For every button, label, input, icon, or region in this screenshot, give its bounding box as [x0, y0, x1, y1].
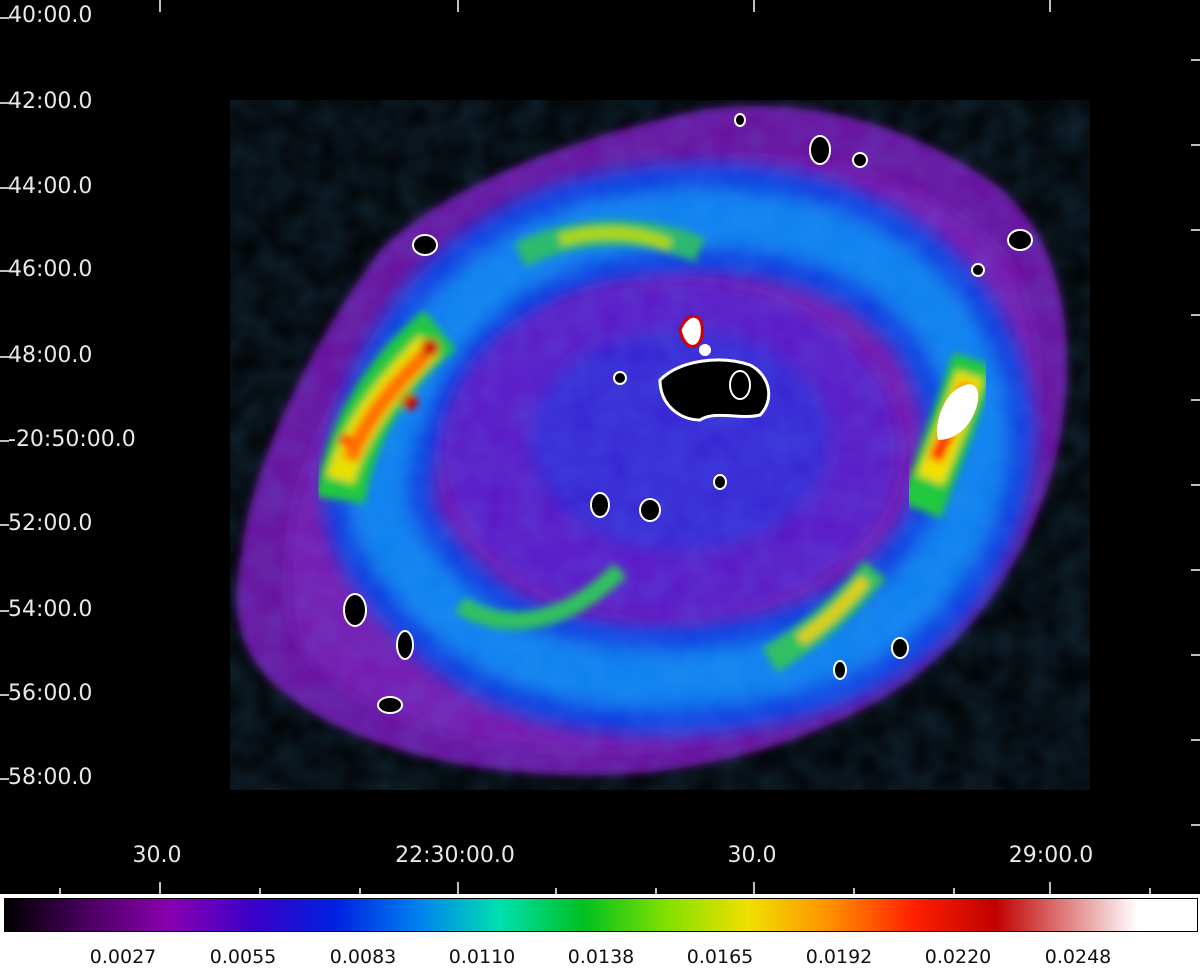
colorbar-label: 0.0110: [448, 946, 516, 968]
colorbar-label: 0.0083: [329, 946, 397, 968]
ra-label: 29:00.0: [1008, 843, 1094, 868]
dec-label: 52:00.0: [8, 511, 93, 536]
dec-label: 48:00.0: [8, 343, 93, 368]
colorbar-label: 0.0165: [686, 946, 754, 968]
masked-regions: [343, 113, 1033, 714]
east-rim: [315, 310, 456, 505]
dec-label: 54:00.0: [8, 597, 93, 622]
dec-label: 56:00.0: [8, 681, 93, 706]
colorbar-label: 0.0138: [567, 946, 635, 968]
bright-knot: [937, 384, 979, 440]
colorbar-label: 0.0055: [209, 946, 277, 968]
ra-label: 30.0: [132, 843, 182, 868]
colorbar[interactable]: [4, 898, 1198, 932]
colorbar-label: 0.0248: [1044, 946, 1112, 968]
colorbar-label: 0.0220: [924, 946, 992, 968]
dec-label: 58:00.0: [8, 765, 93, 790]
ra-label: 30.0: [727, 843, 777, 868]
dec-label: 44:00.0: [8, 174, 93, 199]
dec-label: 42:00.0: [8, 89, 93, 114]
dec-label: 40:00.0: [8, 3, 93, 28]
image-viewer[interactable]: 40:00.0 42:00.0 44:00.0 46:00.0 48:00.0 …: [0, 0, 1200, 894]
dec-label: -20:50:00.0: [8, 427, 136, 452]
ra-label: 22:30:00.0: [395, 843, 515, 868]
axis-ticks: [0, 0, 1200, 894]
nebula-image: [0, 0, 1200, 894]
colorbar-label: 0.0192: [805, 946, 873, 968]
colorbar-label: 0.0027: [89, 946, 157, 968]
dec-label: 46:00.0: [8, 257, 93, 282]
